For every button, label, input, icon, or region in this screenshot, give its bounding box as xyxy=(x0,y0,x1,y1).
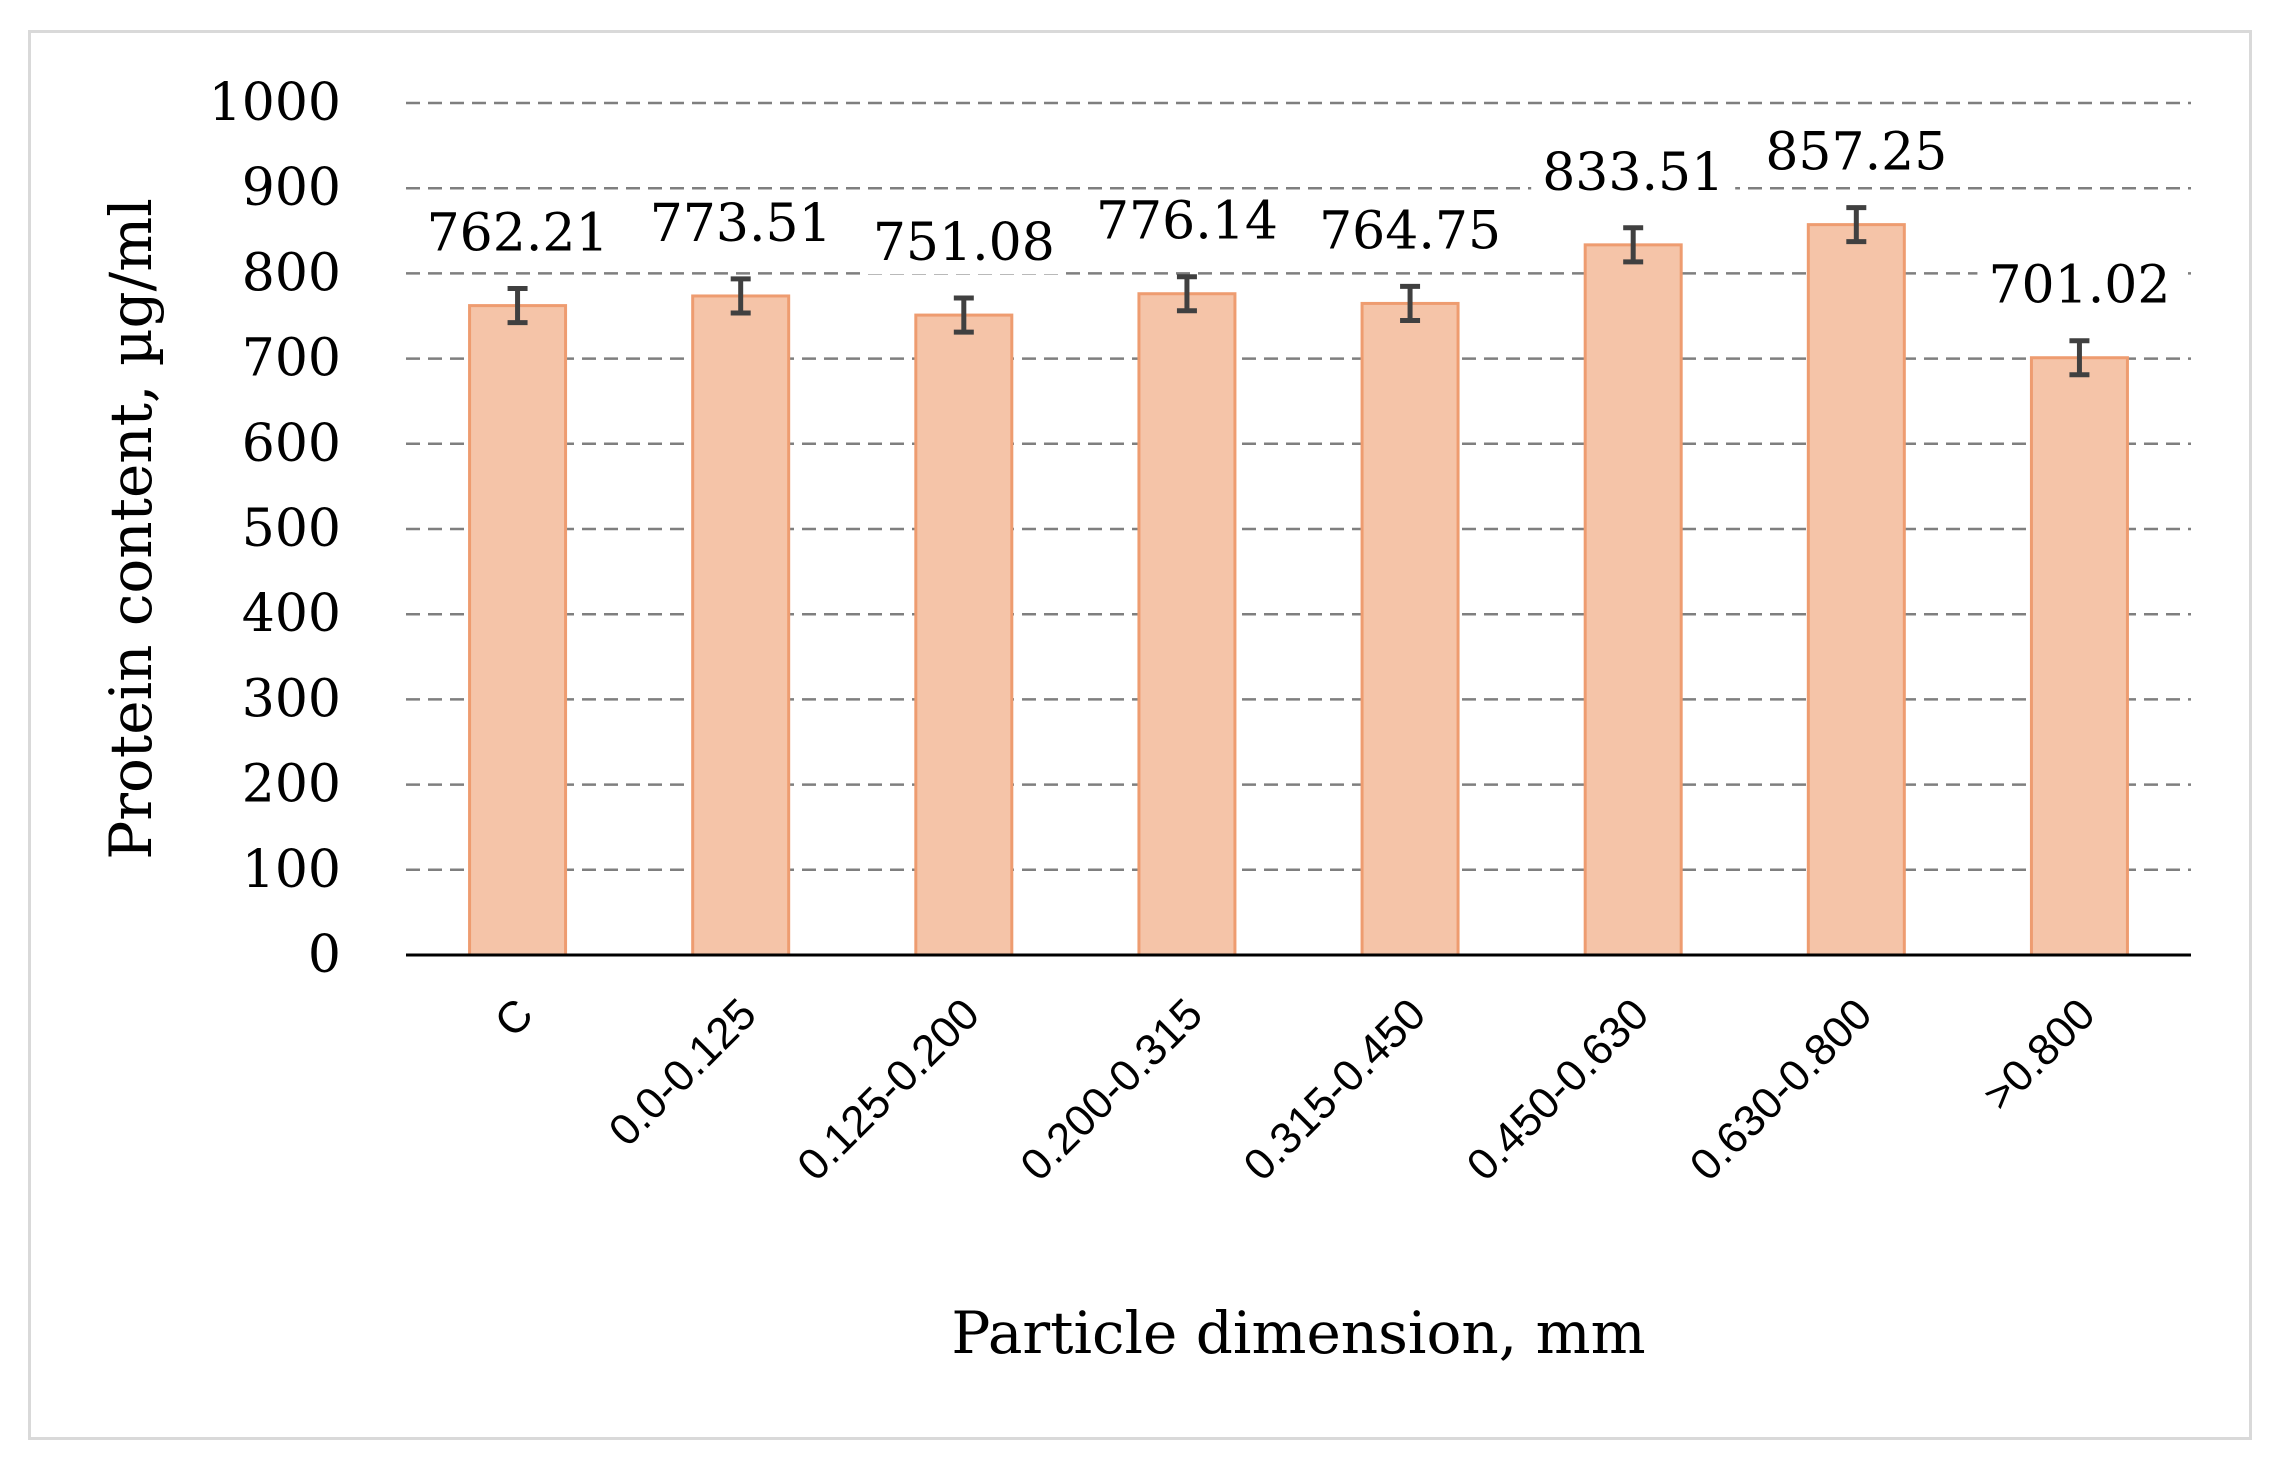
error-bars xyxy=(507,205,2090,378)
error-bar xyxy=(1176,274,1197,314)
error-bar xyxy=(1400,283,1421,323)
data-label-background xyxy=(861,214,1066,275)
x-tick-label: 0.450-0.630 xyxy=(1458,989,1659,1190)
error-bar xyxy=(953,295,974,335)
data-label: 764.75 xyxy=(1319,201,1501,261)
y-tick-label: 800 xyxy=(242,243,341,303)
y-tick-label: 1000 xyxy=(209,73,341,133)
data-label: 773.51 xyxy=(650,194,832,254)
bar-chart: 762.21 773.51 751.08 776.14 764.75 833.51 857.… xyxy=(97,73,2191,1367)
bars xyxy=(468,223,2129,957)
y-tick-label: 600 xyxy=(242,414,341,474)
y-tick-label: 100 xyxy=(242,840,341,900)
data-label-background xyxy=(415,204,620,265)
y-tick-label: 200 xyxy=(242,755,341,815)
bar xyxy=(2029,356,2129,957)
bar xyxy=(691,294,791,957)
bar xyxy=(1806,223,1906,957)
bar xyxy=(914,313,1014,957)
data-label: 776.14 xyxy=(1096,192,1278,252)
data-labels: 762.21 773.51 751.08 776.14 764.75 833.51 857.… xyxy=(415,123,2182,317)
data-label-background xyxy=(1977,256,2182,317)
error-bar xyxy=(2069,338,2090,378)
error-bar xyxy=(507,286,528,326)
y-tick-label: 300 xyxy=(242,669,341,729)
x-tick-label: 0.0-0.125 xyxy=(600,989,766,1155)
x-tick-label: 0.125-0.200 xyxy=(788,989,989,1190)
bar xyxy=(1583,243,1683,957)
y-tick-labels: 0 100 200 300 400 500 600 700 800 900 1000 xyxy=(209,73,341,985)
data-label-background xyxy=(1084,192,1289,253)
data-label: 701.02 xyxy=(1988,256,2170,316)
data-label-background xyxy=(1531,143,1736,204)
y-tick-label: 0 xyxy=(308,925,341,985)
bar xyxy=(1360,301,1460,957)
x-tick-labels: C 0.0-0.125 0.125-0.200 0.200-0.315 0.315-0.… xyxy=(486,989,2105,1190)
x-tick-label: C xyxy=(486,989,543,1046)
y-tick-label: 700 xyxy=(242,329,341,389)
bar xyxy=(1137,292,1237,957)
x-axis-title: Particle dimension, mm xyxy=(951,1299,1645,1367)
chart-frame: 762.21 773.51 751.08 776.14 764.75 833.51 857.… xyxy=(28,30,2252,1440)
y-axis-title: Protein content, µg/ml xyxy=(97,198,165,859)
data-label: 833.51 xyxy=(1542,143,1724,203)
x-tick-label: 0.315-0.450 xyxy=(1234,989,1435,1190)
data-label: 751.08 xyxy=(873,213,1055,273)
y-tick-label: 900 xyxy=(242,158,341,218)
y-tick-label: 400 xyxy=(242,584,341,644)
y-tick-label: 500 xyxy=(242,499,341,559)
data-label: 857.25 xyxy=(1765,123,1947,183)
data-label-background xyxy=(1308,202,1513,263)
data-label-background xyxy=(638,194,843,255)
error-bar xyxy=(1623,225,1644,265)
error-bar xyxy=(1846,205,1867,245)
data-label: 762.21 xyxy=(427,204,609,264)
x-tick-label: 0.200-0.315 xyxy=(1011,989,1212,1190)
error-bar xyxy=(730,276,751,316)
bar xyxy=(468,304,568,957)
x-tick-label: 0.630-0.800 xyxy=(1681,989,1882,1190)
data-label-background xyxy=(1754,123,1959,184)
x-tick-label: >0.800 xyxy=(1974,989,2105,1120)
